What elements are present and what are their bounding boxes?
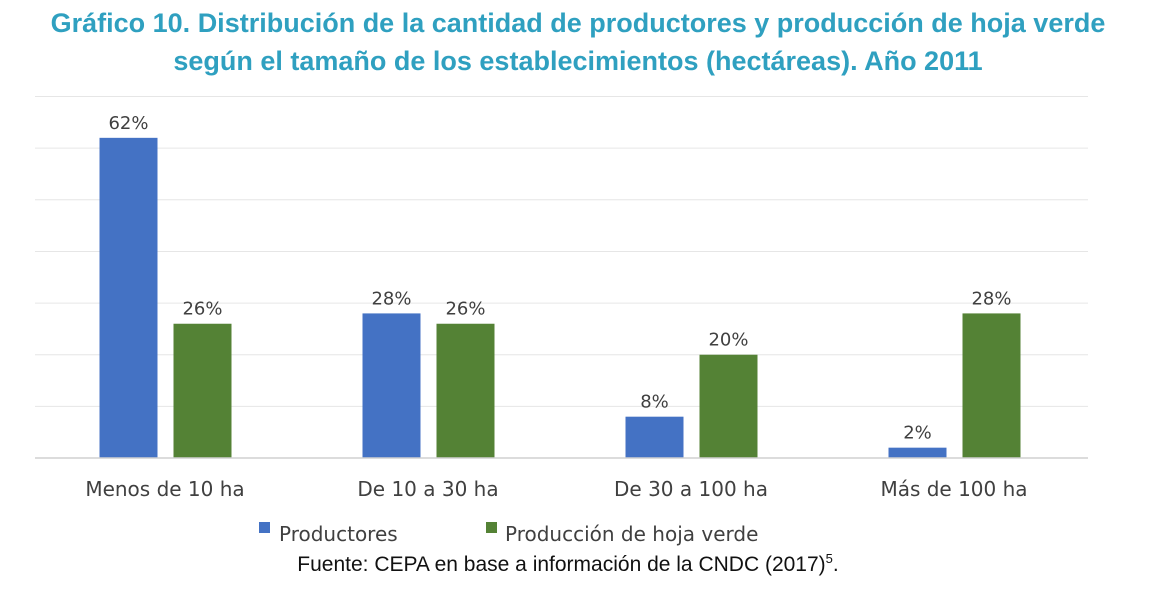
bar <box>436 323 495 458</box>
bar <box>699 354 758 458</box>
bar <box>173 323 232 458</box>
bar <box>962 313 1021 458</box>
chart-title: Gráfico 10. Distribución de la cantidad … <box>0 4 1156 80</box>
footnote-marker: 5 <box>825 551 833 566</box>
data-label: 26% <box>445 299 485 320</box>
chart-title-line-2: según el tamaño de los establecimientos … <box>173 46 983 76</box>
bar <box>625 416 684 458</box>
chart-title-line-1: Gráfico 10. Distribución de la cantidad … <box>50 8 1106 38</box>
bar <box>99 137 158 458</box>
legend-label: Producción de hoja verde <box>505 522 758 546</box>
source-text: Fuente: CEPA en base a información de la… <box>297 553 826 576</box>
x-tick-label: De 10 a 30 ha <box>357 477 498 501</box>
data-label: 28% <box>971 288 1011 309</box>
source-note: Fuente: CEPA en base a información de la… <box>0 551 1136 577</box>
data-label: 28% <box>371 288 411 309</box>
bar <box>362 313 421 458</box>
legend-swatch <box>486 522 497 533</box>
data-label: 20% <box>708 330 748 351</box>
data-label: 2% <box>903 423 932 444</box>
data-label: 8% <box>640 392 669 413</box>
bar <box>888 447 947 458</box>
data-label: 26% <box>182 299 222 320</box>
legend-swatch <box>259 522 270 533</box>
legend-label: Productores <box>279 522 398 546</box>
x-tick-label: Menos de 10 ha <box>85 477 244 501</box>
source-end: . <box>832 553 839 576</box>
data-label: 62% <box>108 113 148 134</box>
x-tick-label: Más de 100 ha <box>880 477 1027 501</box>
x-tick-label: De 30 a 100 ha <box>614 477 768 501</box>
